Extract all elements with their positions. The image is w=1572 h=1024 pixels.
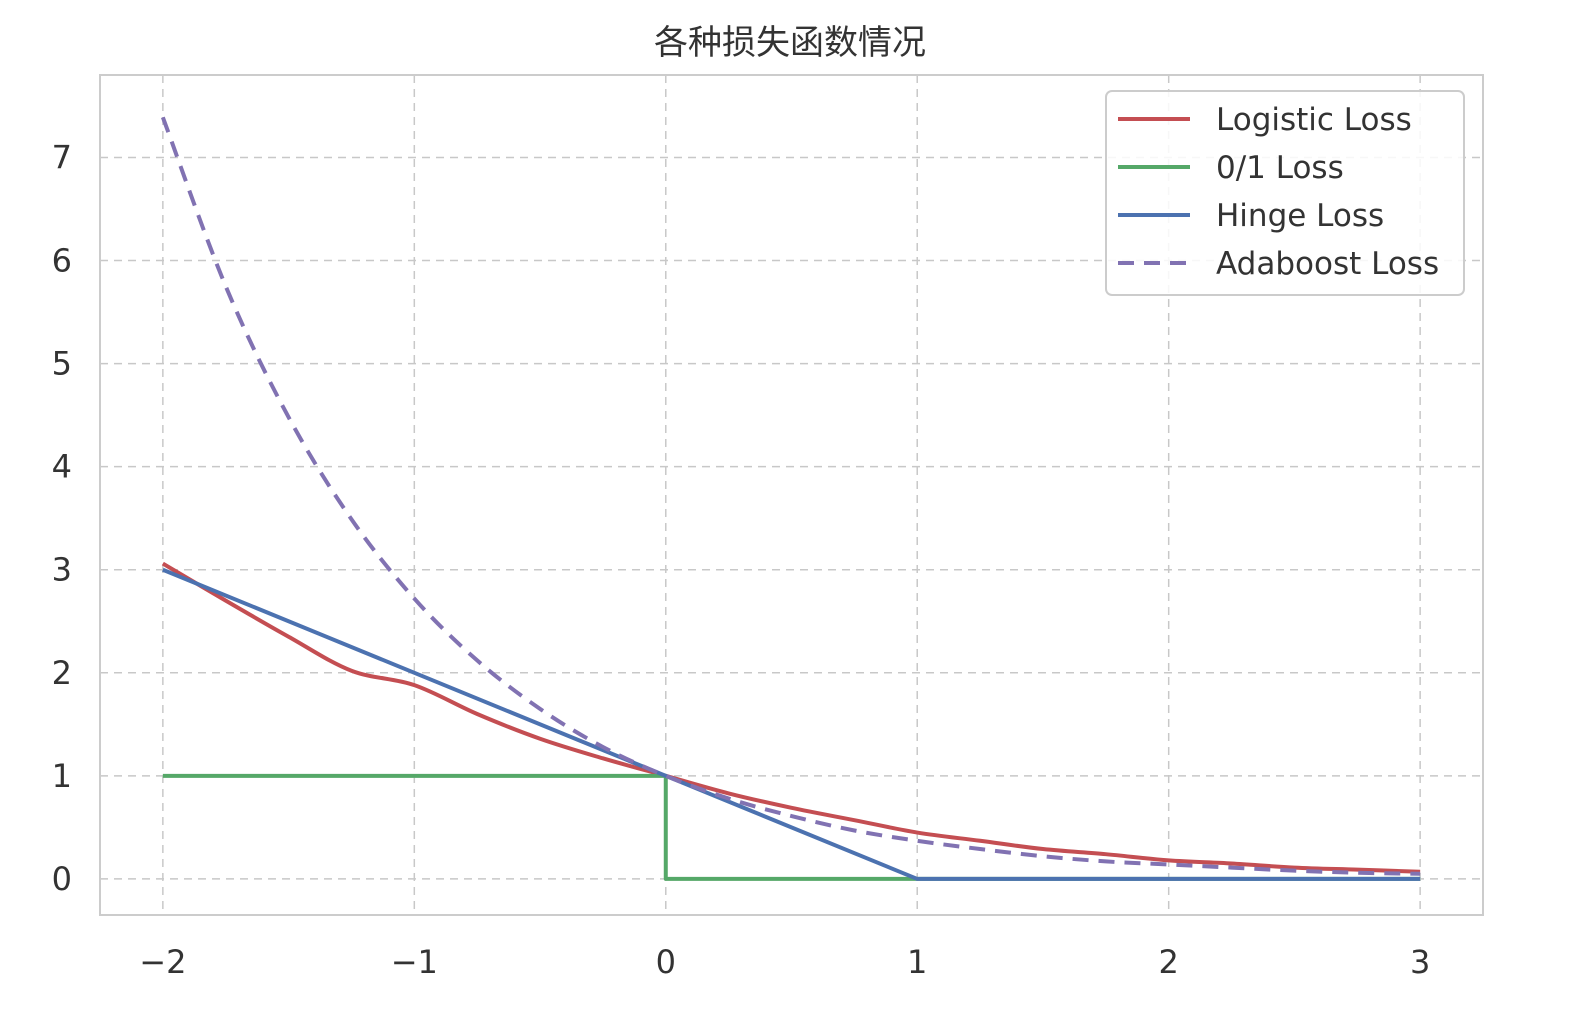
x-tick-label-2: 0	[656, 943, 676, 981]
x-tick-label-4: 2	[1159, 943, 1179, 981]
y-tick-label-4: 4	[52, 448, 72, 486]
series-adaboost-loss	[160, 116, 1421, 876]
chart-title: 各种损失函数情况	[654, 23, 926, 63]
y-tick-label-2: 2	[52, 654, 72, 692]
legend-box	[1105, 90, 1465, 296]
y-tick-label-5: 5	[52, 345, 72, 383]
y-tick-label-3: 3	[52, 551, 72, 589]
y-tick-label-1: 1	[52, 757, 72, 795]
legend-label-hinge-loss: Hinge Loss	[1216, 198, 1384, 234]
legend-label-logistic-loss: Logistic Loss	[1216, 102, 1412, 138]
legend: Logistic Loss 0/1 Loss Hinge Loss Adaboost …	[1105, 90, 1465, 296]
x-tick-label-1: −1	[391, 943, 438, 981]
x-tick-label-3: 1	[907, 943, 927, 981]
legend-label-adaboost-loss: Adaboost Loss	[1216, 246, 1439, 282]
tick-labels: −2 −1 0 1 2 3 0 1 2 3 4 5 6 7	[52, 138, 1431, 981]
series-logistic-loss	[161, 561, 1421, 874]
x-tick-label-0: −2	[139, 943, 186, 981]
y-tick-label-7: 7	[52, 138, 72, 176]
series-lines	[160, 116, 1421, 881]
plot-frame	[99, 74, 1484, 916]
legend-label-0-1-loss: 0/1 Loss	[1216, 150, 1344, 186]
x-tick-label-5: 3	[1410, 943, 1430, 981]
y-tick-label-6: 6	[52, 242, 72, 280]
y-tick-label-0: 0	[52, 860, 72, 898]
series-hinge-loss	[162, 567, 1421, 881]
